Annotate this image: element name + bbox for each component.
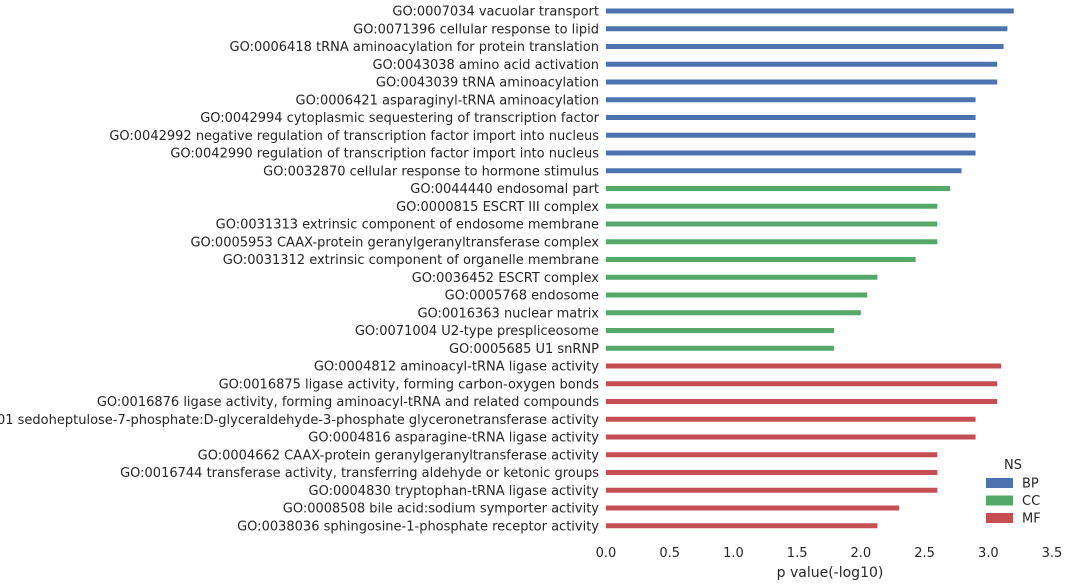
category-label: GO:0000815 ESCRT III complex <box>396 200 599 215</box>
category-label: GO:0006418 tRNA aminoacylation for prote… <box>230 40 599 55</box>
x-tick-label: 3.0 <box>978 546 999 561</box>
category-label: GO:0005953 CAAX-protein geranylgeranyltr… <box>190 235 599 250</box>
bar-bp <box>606 97 976 103</box>
category-label: GO:0016363 nuclear matrix <box>417 306 599 321</box>
x-tick-label: 1.0 <box>723 546 744 561</box>
category-label: GO:0043038 amino acid activation <box>372 58 599 73</box>
x-tick-label: 1.5 <box>787 546 808 561</box>
legend-label-cc: CC <box>1022 494 1040 509</box>
category-label: GO:0016875 ligase activity, forming carb… <box>219 377 600 392</box>
category-label: GO:0043039 tRNA aminoacylation <box>376 76 599 91</box>
category-label: GO:0071396 cellular response to lipid <box>353 22 599 37</box>
bar-mf <box>606 381 998 387</box>
bar-mf <box>606 434 976 440</box>
bar-bp <box>606 132 976 138</box>
bar-cc <box>606 274 878 280</box>
bar-bp <box>606 61 998 67</box>
bar-mf <box>606 452 938 458</box>
category-label: GO:0042994 cytoplasmic sequestering of t… <box>200 111 599 126</box>
x-tick-label: 0.5 <box>659 546 680 561</box>
bar-cc <box>606 203 938 209</box>
category-label: GO:0004830 tryptophan-tRNA ligase activi… <box>309 484 600 499</box>
bar-mf <box>606 523 878 529</box>
bar-bp <box>606 44 1004 49</box>
legend-title: NS <box>1004 458 1022 473</box>
legend-label-bp: BP <box>1022 477 1039 492</box>
bar-bp <box>606 26 1008 32</box>
category-label: GO:0071004 U2-type prespliceosome <box>355 324 599 339</box>
bar-mf <box>606 487 938 493</box>
category-label: GO:0006421 asparaginyl-tRNA aminoacylati… <box>296 93 599 108</box>
legend-swatch-bp <box>986 478 1013 488</box>
category-label: GO:0032870 cellular response to hormone … <box>263 164 599 179</box>
category-label: GO:0031313 extrinsic component of endoso… <box>216 218 599 233</box>
bar-mf <box>606 363 1002 369</box>
bar-cc <box>606 292 868 298</box>
bar-mf <box>606 399 998 404</box>
category-label: GO:0042990 regulation of transcription f… <box>170 147 599 162</box>
category-label: GO:0004812 aminoacyl-tRNA ligase activit… <box>314 360 599 375</box>
bar-bp <box>606 150 976 156</box>
bar-bp <box>606 168 962 174</box>
bar-mf <box>606 470 938 475</box>
x-tick-label: 0.0 <box>596 546 617 561</box>
x-tick-label: 2.5 <box>914 546 935 561</box>
legend-label-mf: MF <box>1022 512 1041 527</box>
x-tick-label: 2.0 <box>851 546 872 561</box>
x-axis-ticks-group: 0.0 0.5 1.0 1.5 2.0 2.5 3.0 3.5 <box>596 546 1063 561</box>
category-label: GO:0005768 endosome <box>445 289 599 304</box>
bar-cc <box>606 310 861 316</box>
category-label: GO:0016744 transferase activity, transfe… <box>120 466 599 481</box>
category-label: GO:0005685 U1 snRNP <box>449 342 599 357</box>
category-label: GO:0042992 negative regulation of transc… <box>109 129 599 144</box>
category-label: GO:0016876 ligase activity, forming amin… <box>97 395 599 410</box>
bar-cc <box>606 328 835 333</box>
category-label: GO:0038036 sphingosine-1-phosphate recep… <box>237 519 599 534</box>
bar-mf <box>606 416 976 422</box>
category-label: GO:0004662 CAAX-protein geranylgeranyltr… <box>198 448 600 463</box>
bar-bp <box>606 8 1014 14</box>
category-label: GO:0007034 vacuolar transport <box>392 5 599 20</box>
bar-mf <box>606 505 900 511</box>
category-label: GO:0008508 bile acid:sodium symporter ac… <box>283 502 600 517</box>
category-label: GO:0004801 sedoheptulose-7-phosphate:D-g… <box>0 413 599 428</box>
legend-swatch-mf <box>986 513 1013 523</box>
bar-cc <box>606 257 916 262</box>
bar-bp <box>606 115 976 120</box>
category-label: GO:0004816 asparagine-tRNA ligase activi… <box>308 431 599 446</box>
x-axis-label: p value(-log10) <box>777 565 884 581</box>
bar-cc <box>606 221 938 227</box>
category-labels-group: GO:0007034 vacuolar transport GO:0071396 … <box>0 5 600 535</box>
legend-swatch-cc <box>986 495 1013 506</box>
bars-group <box>606 8 1014 529</box>
bar-cc <box>606 345 835 351</box>
category-label: GO:0044440 endosomal part <box>410 182 599 197</box>
bar-cc <box>606 239 938 245</box>
category-label: GO:0036452 ESCRT complex <box>412 271 600 286</box>
bar-bp <box>606 79 998 85</box>
legend: NS BP CC MF <box>986 458 1041 527</box>
bar-cc <box>606 186 951 191</box>
x-tick-label: 3.5 <box>1042 546 1063 561</box>
category-label: GO:0031312 extrinsic component of organe… <box>223 253 599 268</box>
